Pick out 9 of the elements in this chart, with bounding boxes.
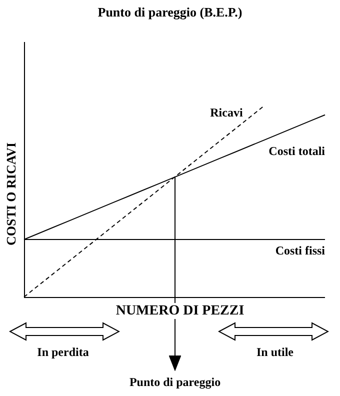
series-label: Ricavi xyxy=(210,105,244,120)
chart-title: Punto di pareggio (B.E.P.) xyxy=(98,4,242,20)
text: In perdita xyxy=(37,345,89,360)
text: In utile xyxy=(256,345,294,360)
series-label: Costi fissi xyxy=(275,244,326,258)
text: Punto di pareggio xyxy=(129,375,221,390)
y-axis-title: COSTI O RICAVI xyxy=(3,142,18,246)
series-label: Costi totali xyxy=(268,144,326,158)
x-axis-title: NUMERO DI PEZZI xyxy=(116,304,244,319)
